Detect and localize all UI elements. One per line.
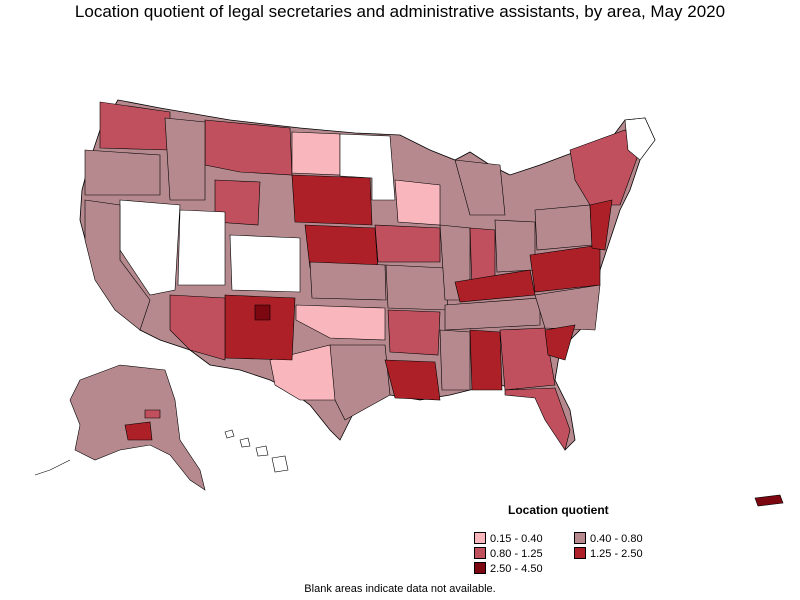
legend-item-1: 0.40 - 0.80 — [574, 531, 643, 545]
region-pennsylvania — [534, 204, 593, 251]
region-louisiana — [384, 359, 441, 401]
region-wyoming — [214, 179, 261, 226]
alaska — [34, 364, 206, 491]
region-virginia — [529, 244, 601, 293]
region-utah — [177, 209, 226, 286]
regions — [84, 101, 656, 451]
region-idaho — [164, 117, 206, 201]
region-colorado — [229, 234, 301, 293]
region-oklahoma — [295, 304, 386, 341]
region-oregon — [84, 149, 161, 196]
alaska-region-dark — [124, 421, 153, 441]
region-arizona — [169, 294, 226, 361]
region-dakotas — [291, 174, 373, 226]
alaska-aleutians — [34, 459, 71, 476]
hawaii — [224, 429, 289, 473]
region-kansas — [309, 261, 387, 301]
map-title: Location quotient of legal secretaries a… — [74, 2, 726, 21]
region-nyc-corridor — [589, 199, 613, 251]
legend-swatch-4 — [474, 561, 486, 574]
legend-swatch-0 — [474, 531, 486, 544]
hawaii-island-1 — [224, 429, 235, 439]
legend-title: Location quotient — [508, 503, 609, 517]
region-nm-dark — [254, 304, 271, 321]
region-arkansas — [387, 309, 441, 356]
region-wisconsin — [394, 179, 441, 226]
legend-label-2: 0.80 - 1.25 — [490, 547, 543, 560]
region-iowa — [374, 224, 441, 263]
region-montana — [204, 119, 293, 176]
region-maine — [624, 117, 656, 161]
region-california — [84, 199, 151, 331]
legend-label-0: 0.15 - 0.40 — [490, 532, 543, 545]
region-georgia — [499, 327, 556, 391]
hawaii-island-3 — [255, 445, 269, 457]
region-missouri — [385, 264, 449, 311]
region-nd-pink — [291, 131, 341, 176]
region-florida — [504, 387, 571, 451]
puerto-rico-shape — [754, 494, 784, 507]
region-michigan — [454, 159, 506, 216]
region-sc-coast — [544, 324, 576, 361]
puerto-rico — [754, 494, 784, 507]
footnote: Blank areas indicate data not available. — [304, 583, 496, 595]
legend-item-3: 1.25 - 2.50 — [574, 546, 643, 560]
region-alabama — [469, 329, 503, 391]
legend-swatch-2 — [474, 546, 486, 559]
region-ohio — [494, 219, 536, 273]
legend-item-4: 2.50 - 4.50 — [474, 561, 543, 575]
legend-label-4: 2.50 - 4.50 — [490, 562, 543, 575]
legend-label-3: 1.25 - 2.50 — [590, 547, 643, 560]
hawaii-island-2 — [239, 437, 251, 448]
legend-label-1: 0.40 - 0.80 — [590, 532, 643, 545]
legend-swatch-3 — [574, 546, 586, 559]
region-mississippi — [439, 329, 471, 391]
region-northeast — [569, 129, 641, 206]
legend-swatch-1 — [574, 531, 586, 544]
region-minnesota — [339, 133, 396, 201]
hawaii-island-4 — [271, 455, 289, 473]
region-carolinas — [534, 284, 601, 331]
legend-item-0: 0.15 - 0.40 — [474, 531, 543, 545]
legend-item-2: 0.80 - 1.25 — [474, 546, 543, 560]
region-texas-east — [329, 344, 391, 421]
alaska-region-mid — [144, 409, 161, 419]
region-tennessee — [444, 297, 541, 331]
